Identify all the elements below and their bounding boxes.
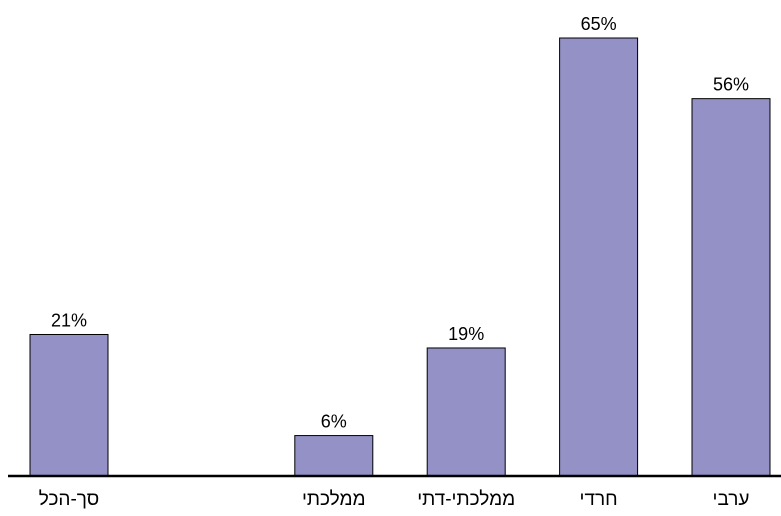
bar-3 [426, 347, 506, 477]
bar-0 [29, 333, 109, 477]
data-label-0: 21% [51, 310, 87, 330]
x-tick-labels-group: סך-הכל ממלכתי ממלכתי-דתי חרדי ערבי [39, 489, 750, 510]
data-label-3: 19% [448, 324, 484, 344]
bar-4 [559, 37, 639, 477]
data-label-2: 6% [321, 412, 347, 432]
data-label-4: 65% [581, 14, 617, 34]
x-tick-label-5: ערבי [713, 489, 750, 510]
bar-5 [691, 98, 771, 477]
x-tick-label-0: סך-הכל [39, 489, 99, 510]
x-tick-label-4: חרדי [580, 489, 618, 510]
data-labels-group: 21% 6% 19% 65% 56% [51, 14, 749, 432]
bar-2 [294, 435, 374, 477]
bars-group [29, 37, 771, 477]
x-tick-label-3: ממלכתי-דתי [417, 489, 515, 510]
data-label-5: 56% [713, 75, 749, 95]
x-tick-label-2: ממלכתי [302, 489, 366, 510]
